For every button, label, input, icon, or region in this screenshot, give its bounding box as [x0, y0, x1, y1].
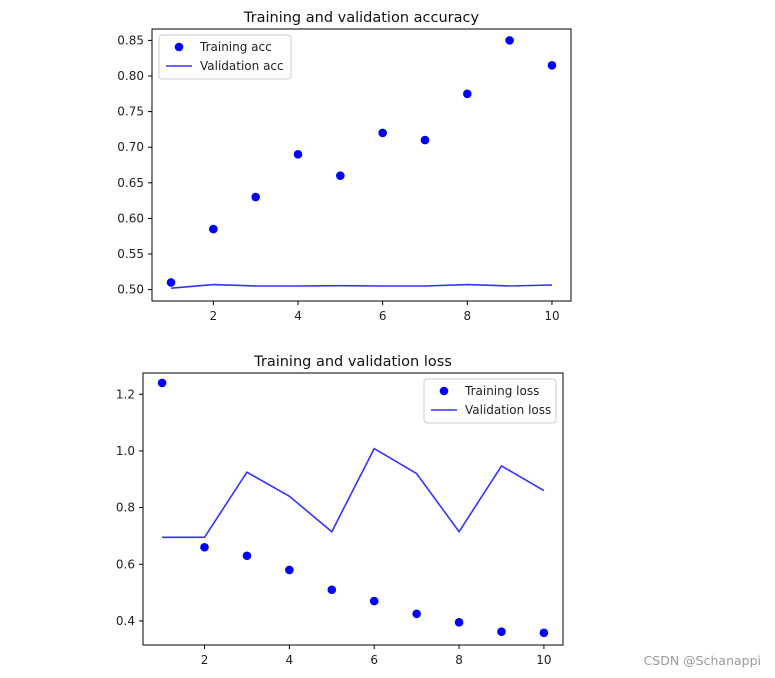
accuracy-chart: Training and validation accuracy 2 4 6 8 10 0.…: [117, 10, 572, 323]
x-tick-label: 2: [210, 309, 218, 323]
plot-frame: [151, 28, 572, 302]
data-point-training-loss: [539, 628, 549, 638]
y-tick-label: 0.80: [117, 69, 144, 83]
data-point-training-loss: [242, 551, 252, 561]
data-point-training-loss: [412, 609, 421, 619]
y-tick-label: 1.0: [116, 444, 135, 458]
x-tick-label: 6: [379, 309, 387, 323]
y-tick-label: 0.6: [116, 557, 135, 571]
legend-dot-marker: [439, 386, 449, 396]
y-tick-label: 0.8: [116, 501, 135, 515]
data-point-training-loss: [285, 565, 294, 575]
x-tick-label: 4: [286, 653, 294, 667]
x-tick-label: 2: [201, 653, 209, 667]
series-line-validation-acc: [170, 283, 553, 289]
data-point-training-loss: [369, 596, 379, 606]
legend-dot-marker: [174, 42, 184, 52]
y-tick-label: 0.75: [117, 105, 144, 119]
data-point-training-acc: [336, 171, 345, 180]
data-point-training-acc: [166, 278, 176, 287]
loss-chart: Training and validation loss 2 4 6 8 10 0.4 0.6…: [116, 354, 564, 667]
data-point-training-acc: [251, 192, 260, 202]
legend-box: [158, 34, 292, 80]
series-line-validation-loss: [162, 447, 545, 539]
y-tick-label: 0.4: [116, 614, 135, 628]
x-tick-label: 4: [294, 309, 302, 323]
data-point-training-acc: [378, 128, 387, 138]
y-tick-label: 0.70: [117, 140, 144, 154]
y-tick-label: 0.85: [117, 33, 144, 47]
y-tick-label: 0.65: [117, 176, 144, 190]
y-tick-label: 1.2: [116, 387, 135, 401]
data-point-training-loss: [200, 542, 209, 552]
y-tick-label: 0.55: [117, 247, 144, 261]
plot-frame: [142, 372, 564, 646]
x-tick-label: 8: [463, 309, 471, 323]
data-point-training-acc: [505, 36, 514, 45]
data-point-training-acc: [420, 135, 430, 145]
x-tick-label: 10: [536, 653, 551, 667]
data-point-training-acc: [293, 150, 303, 159]
data-point-training-loss: [497, 627, 506, 636]
legend-label: Validation acc: [200, 59, 284, 73]
x-tick-label: 8: [455, 653, 463, 667]
x-tick-label: 10: [544, 309, 559, 323]
chart-title: Training and validation loss: [253, 354, 452, 370]
data-point-training-loss: [327, 585, 337, 595]
x-tick-label: 6: [370, 653, 378, 667]
y-tick-label: 0.50: [117, 283, 144, 297]
y-tick-label: 0.60: [117, 211, 144, 225]
legend-box: [423, 378, 557, 424]
legend-label: Training acc: [199, 40, 272, 54]
data-point-training-acc: [547, 61, 557, 70]
data-point-training-loss: [454, 618, 464, 627]
watermark-text: CSDN @Schanappi: [643, 653, 761, 668]
data-point-training-loss: [157, 378, 167, 388]
legend-label: Training loss: [464, 384, 539, 398]
data-point-training-acc: [209, 224, 218, 234]
chart-title: Training and validation accuracy: [243, 10, 480, 26]
data-point-training-acc: [463, 89, 472, 99]
legend-label: Validation loss: [465, 403, 551, 417]
